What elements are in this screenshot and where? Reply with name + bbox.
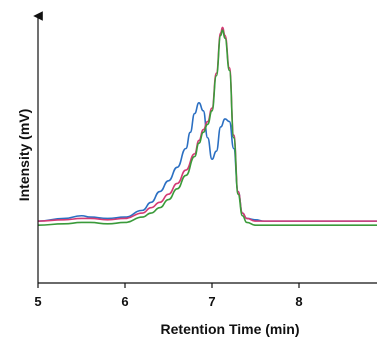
plot-area [37,26,377,226]
series-line-1 [37,101,377,222]
x-tick-label: 6 [121,294,128,309]
x-tick-label: 8 [295,294,302,309]
x-axis-title: Retention Time (min) [161,321,300,337]
x-tick-label: 7 [208,294,215,309]
series-line-3 [37,29,377,226]
x-tick-label: 5 [34,294,41,309]
y-axis-title: Intensity (mV) [16,109,32,202]
series-line-2 [37,26,377,222]
x-ticks: 5 6 7 8 [34,283,303,309]
